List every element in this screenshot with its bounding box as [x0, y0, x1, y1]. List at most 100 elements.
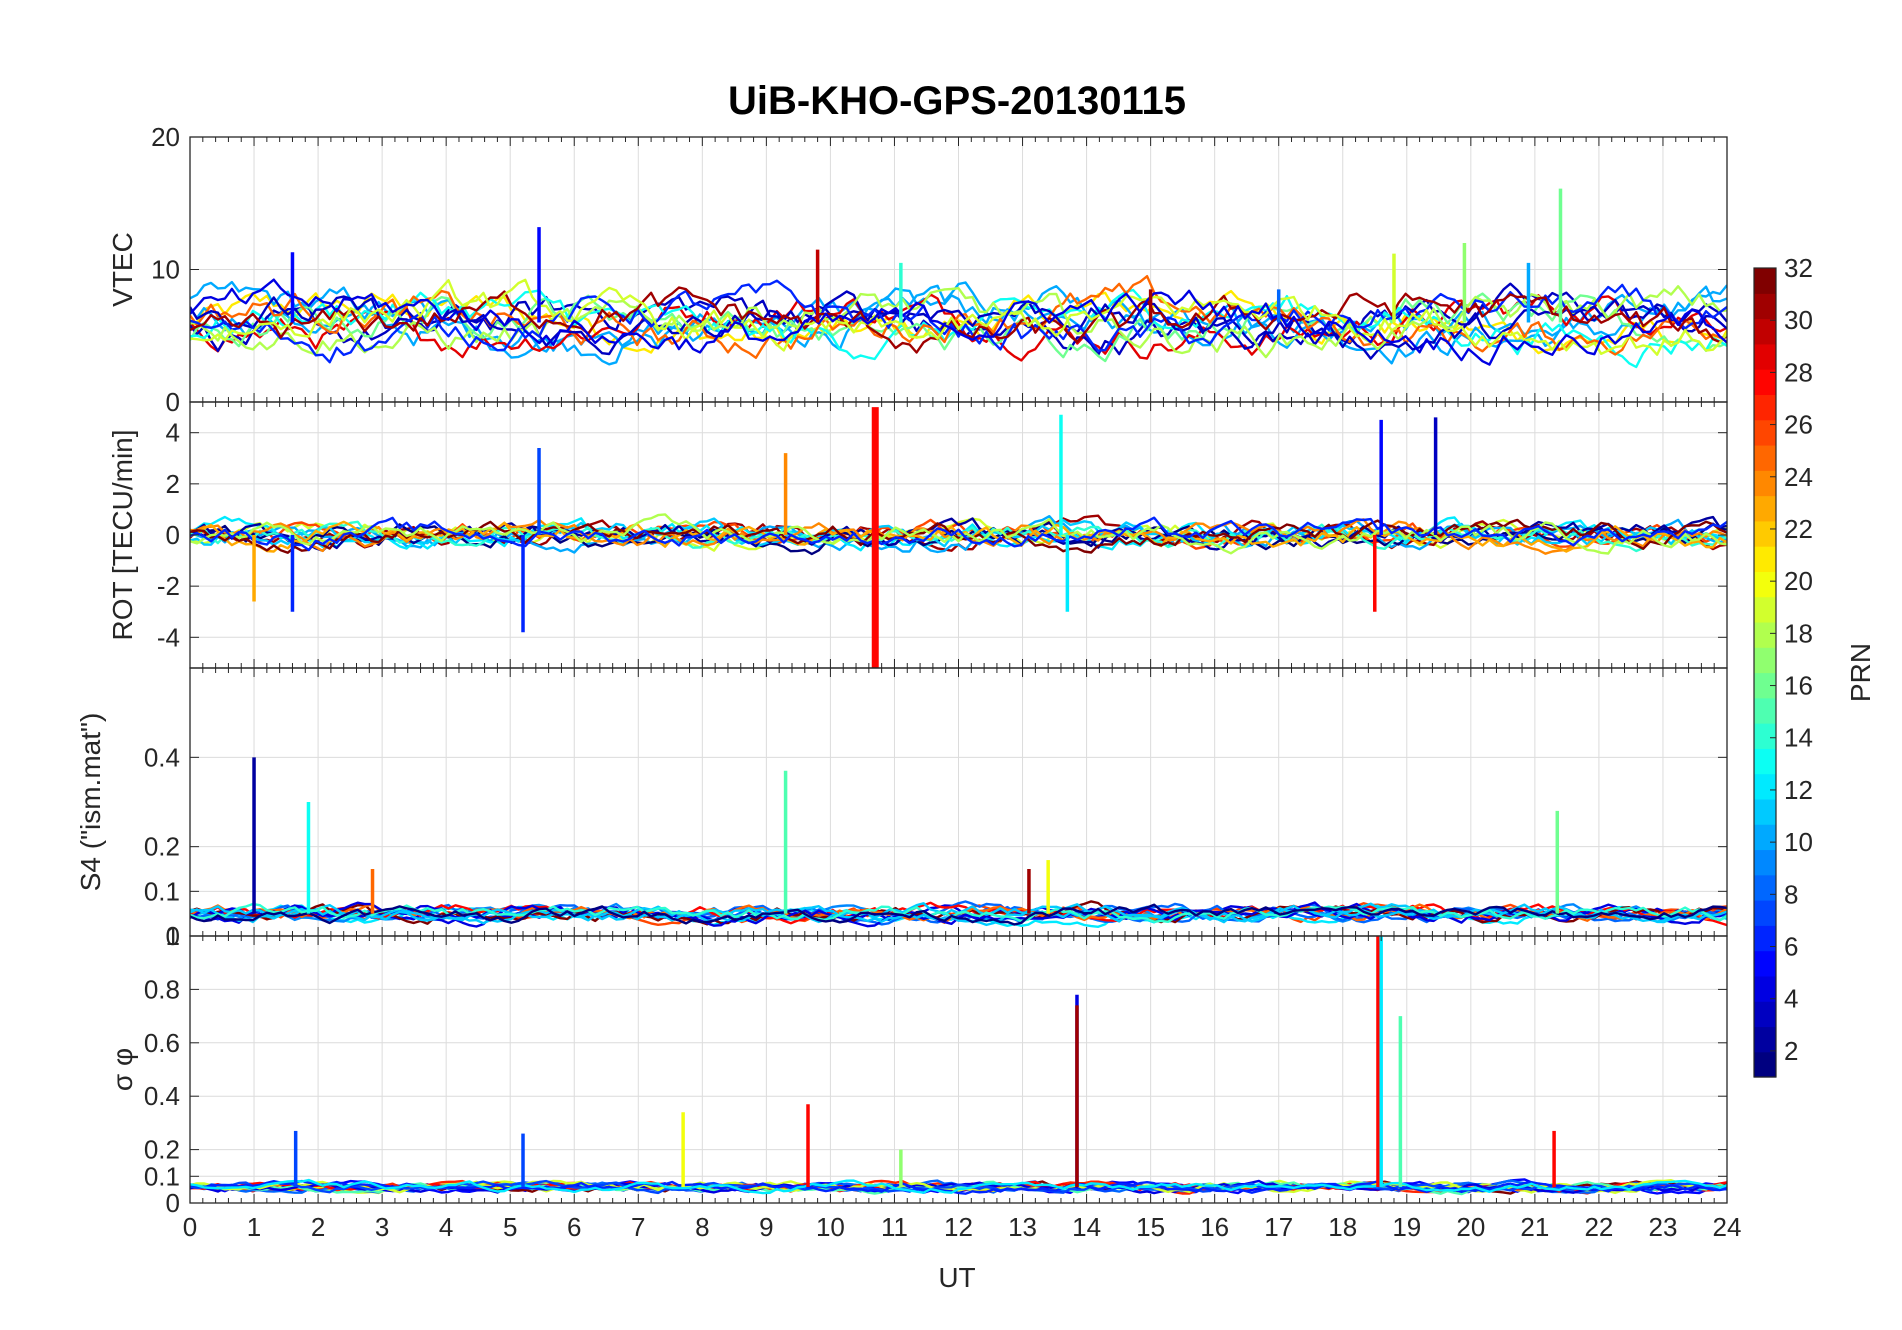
x-tick-label: 1: [247, 1212, 261, 1242]
x-tick-label: 0: [183, 1212, 197, 1242]
x-tick-label: 19: [1392, 1212, 1421, 1242]
x-tick-label: 15: [1136, 1212, 1165, 1242]
x-tick-label: 11: [881, 1212, 908, 1242]
colorbar-swatch: [1754, 1001, 1776, 1028]
y-tick-label: 0: [166, 387, 180, 417]
x-tick-label: 3: [375, 1212, 389, 1242]
y-tick-label: 2: [166, 469, 180, 499]
y-axis-label: S4 ("ism.mat"): [75, 713, 106, 892]
colorbar-swatch: [1754, 520, 1776, 547]
colorbar-tick-label: 4: [1784, 984, 1798, 1014]
series-group: [190, 188, 1727, 369]
colorbar-swatch: [1754, 672, 1776, 699]
x-tick-label: 8: [695, 1212, 709, 1242]
y-tick-label: 10: [151, 255, 180, 285]
x-tick-label: 13: [1008, 1212, 1037, 1242]
colorbar-swatch: [1754, 546, 1776, 572]
x-tick-label: 9: [759, 1212, 773, 1242]
series-line: [190, 513, 1727, 555]
series-group: [190, 936, 1727, 1196]
x-tick-label: 7: [631, 1212, 645, 1242]
colorbar-tick-label: 20: [1784, 566, 1813, 596]
y-axis-label: ROT [TECU/min]: [107, 429, 138, 640]
y-tick-label: 1: [166, 921, 180, 951]
colorbar-swatch: [1754, 621, 1776, 648]
colorbar-swatch: [1754, 950, 1776, 977]
colorbar-swatch: [1754, 470, 1776, 497]
colorbar-label: PRN: [1845, 643, 1876, 702]
series-line: [190, 1179, 1727, 1195]
colorbar-swatch: [1754, 849, 1776, 876]
y-tick-label: 0.1: [144, 1161, 180, 1191]
x-tick-label: 23: [1648, 1212, 1677, 1242]
colorbar-tick-label: 32: [1784, 253, 1813, 283]
colorbar-swatch: [1754, 925, 1776, 952]
colorbar-swatch: [1754, 647, 1776, 674]
y-axis-label: VTEC: [107, 232, 138, 307]
colorbar-swatch: [1754, 723, 1776, 749]
colorbar-tick-label: 12: [1784, 775, 1813, 805]
series-line: [190, 516, 1727, 552]
y-tick-label: -2: [157, 571, 180, 601]
series-group: [190, 407, 1727, 668]
y-tick-label: 4: [166, 418, 180, 448]
panel-4: 00.10.20.40.60.81σ φ: [107, 921, 1728, 1218]
series-line: [190, 290, 1727, 360]
colorbar-swatch: [1754, 773, 1776, 800]
series-line: [190, 1178, 1727, 1195]
y-tick-label: 0: [166, 921, 180, 951]
series-line: [190, 278, 1727, 356]
x-tick-label: 6: [567, 1212, 581, 1242]
colorbar-swatch: [1754, 318, 1776, 345]
x-axis-label: UT: [938, 1262, 975, 1293]
y-tick-label: 0.8: [144, 974, 180, 1004]
x-tick-label: 20: [1456, 1212, 1485, 1242]
colorbar-swatch: [1754, 697, 1776, 724]
colorbar-tick-label: 18: [1784, 618, 1813, 648]
y-tick-label: 0: [166, 520, 180, 550]
colorbar-tick-label: 26: [1784, 410, 1813, 440]
y-tick-label: 0.4: [144, 742, 180, 772]
x-tick-label: 18: [1328, 1212, 1357, 1242]
x-tick-label: 16: [1200, 1212, 1229, 1242]
colorbar-swatch: [1754, 394, 1776, 421]
x-tick-label: 10: [816, 1212, 845, 1242]
colorbar-swatch: [1754, 268, 1776, 294]
series-line: [190, 903, 1727, 926]
colorbar-tick-label: 30: [1784, 305, 1813, 335]
series-line: [190, 278, 1727, 366]
y-tick-label: 20: [151, 122, 180, 152]
colorbar-tick-label: 22: [1784, 514, 1813, 544]
x-tick-label: 12: [944, 1212, 973, 1242]
series-line: [190, 902, 1727, 923]
colorbar-swatch: [1754, 419, 1776, 446]
colorbar-tick-label: 14: [1784, 723, 1813, 753]
colorbar-swatch: [1754, 1051, 1776, 1078]
colorbar-swatch: [1754, 975, 1776, 1002]
y-tick-label: 0: [166, 1188, 180, 1218]
colorbar-tick-label: 16: [1784, 671, 1813, 701]
colorbar-swatch: [1754, 824, 1776, 851]
x-tick-label: 24: [1713, 1212, 1742, 1242]
series-line: [190, 285, 1727, 359]
chart-title: UiB-KHO-GPS-20130115: [728, 79, 1186, 123]
colorbar-swatch: [1754, 900, 1776, 926]
colorbar-tick-label: 8: [1784, 879, 1798, 909]
y-tick-label: 0.6: [144, 1028, 180, 1058]
y-tick-label: 0.4: [144, 1081, 180, 1111]
x-tick-label: 22: [1584, 1212, 1613, 1242]
colorbar-tick-label: 6: [1784, 932, 1798, 962]
colorbar-swatch: [1754, 495, 1776, 522]
series-group: [190, 757, 1727, 928]
colorbar-swatch: [1754, 748, 1776, 775]
x-tick-label: 21: [1520, 1212, 1549, 1242]
x-tick-label: 5: [503, 1212, 517, 1242]
panel-2: -4 -2 0 2 4 ROT [TECU/min]: [107, 401, 1728, 669]
y-tick-label: -4: [157, 622, 180, 652]
colorbar-swatch: [1754, 571, 1776, 598]
colorbar-swatch: [1754, 293, 1776, 320]
